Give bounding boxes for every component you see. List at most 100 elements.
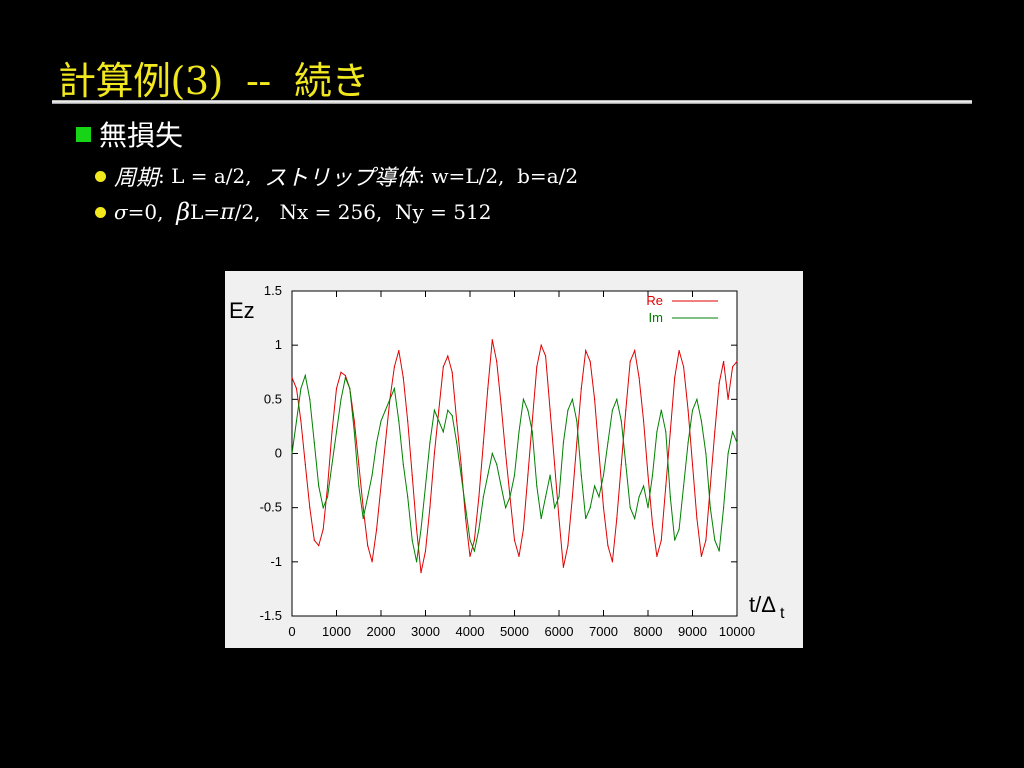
legend-label-im: Im: [649, 310, 663, 325]
data-point-re: [642, 420, 645, 422]
data-point-re: [384, 442, 387, 444]
data-point-re: [620, 463, 622, 465]
data-point-im: [674, 539, 676, 541]
data-point-im: [402, 463, 404, 465]
data-point-im: [433, 409, 435, 411]
data-point-im: [411, 539, 413, 541]
data-point-im: [438, 420, 440, 422]
data-point-im: [522, 398, 524, 400]
x-tick-label: 1000: [322, 624, 351, 639]
period-value: : L = a/2,: [158, 164, 265, 188]
data-point-im: [736, 442, 738, 444]
data-point-im: [616, 398, 618, 400]
data-point-im: [642, 485, 645, 487]
data-point-re: [696, 517, 698, 520]
data-point-im: [500, 485, 502, 487]
data-point-im: [665, 431, 667, 433]
data-point-re: [429, 507, 431, 509]
plot-area: [291, 290, 738, 617]
data-point-re: [367, 544, 369, 547]
data-point-im: [420, 528, 422, 530]
data-point-re: [371, 561, 373, 563]
data-point-im: [567, 409, 569, 411]
data-point-re: [616, 517, 618, 520]
data-point-re: [549, 409, 551, 411]
data-point-re: [700, 555, 702, 558]
data-point-re: [669, 431, 671, 433]
y-tick-label: 0: [275, 446, 282, 461]
data-point-im: [478, 528, 480, 530]
data-point-re: [718, 382, 720, 384]
data-point-re: [611, 561, 613, 563]
x-tick-label: 9000: [678, 624, 707, 639]
data-point-im: [442, 431, 444, 433]
data-point-im: [487, 474, 489, 476]
data-point-re: [647, 474, 649, 476]
data-point-im: [705, 452, 707, 455]
square-bullet-icon: [76, 126, 91, 142]
data-point-im: [491, 452, 493, 455]
data-point-im: [331, 463, 333, 465]
data-point-re: [344, 374, 346, 377]
dot-bullet-icon: [95, 170, 106, 182]
data-point-re: [433, 452, 435, 455]
data-point-re: [451, 371, 453, 373]
title-divider: [52, 100, 972, 104]
ez-time-chart: 1.5 1 0.5 0 -0.5 -1 -1.5 0 1000 2000 3000 4000 5000 6…: [225, 271, 803, 648]
data-point-re: [660, 539, 662, 541]
data-point-re: [571, 496, 573, 498]
data-point-re: [527, 474, 529, 476]
data-point-re: [309, 507, 311, 509]
data-point-re: [714, 431, 716, 433]
data-point-re: [487, 387, 489, 390]
data-point-im: [691, 409, 694, 411]
data-point-re: [540, 344, 542, 346]
x-tick-label: 5000: [500, 624, 529, 639]
data-point-re: [304, 463, 306, 465]
data-point-re: [709, 485, 711, 487]
data-point-re: [562, 566, 565, 568]
data-point-re: [491, 339, 493, 341]
data-point-im: [545, 496, 547, 498]
data-point-im: [518, 431, 520, 433]
data-point-re: [513, 539, 516, 541]
data-point-im: [558, 496, 560, 498]
data-point-re: [416, 528, 418, 530]
chart-svg: 1.5 1 0.5 0 -0.5 -1 -1.5 0 1000 2000 3000 4000 5000 6…: [229, 283, 785, 639]
data-point-re: [447, 355, 449, 357]
data-point-im: [527, 409, 529, 411]
data-point-im: [723, 507, 725, 509]
data-point-re: [398, 349, 400, 352]
x-tick-label: 2000: [367, 624, 396, 639]
data-point-re: [442, 366, 444, 368]
data-point-im: [594, 485, 596, 487]
data-point-re: [687, 409, 689, 411]
data-point-im: [451, 414, 453, 417]
data-point-re: [500, 404, 502, 406]
data-point-im: [718, 550, 720, 552]
data-point-im: [295, 420, 298, 422]
x-tick-label: 0: [288, 624, 295, 639]
data-point-im: [473, 550, 476, 552]
data-point-re: [522, 528, 524, 530]
data-point-re: [656, 555, 658, 558]
data-point-re: [407, 420, 409, 422]
data-point-re: [393, 366, 395, 368]
period-label: 周期: [114, 166, 159, 191]
data-point-re: [482, 442, 484, 444]
data-point-im: [429, 442, 431, 444]
sigma-symbol: σ: [114, 200, 128, 224]
data-point-re: [469, 555, 471, 558]
data-point-re: [705, 539, 707, 541]
data-point-im: [380, 420, 382, 422]
data-point-im: [625, 463, 627, 465]
beta-symbol: β: [176, 198, 191, 226]
data-point-im: [300, 387, 302, 390]
data-point-im: [340, 398, 342, 400]
data-point-im: [344, 377, 346, 379]
data-point-im: [585, 517, 587, 520]
data-point-im: [304, 374, 306, 377]
data-point-im: [358, 485, 360, 487]
data-point-im: [651, 474, 654, 476]
data-point-im: [513, 474, 516, 476]
